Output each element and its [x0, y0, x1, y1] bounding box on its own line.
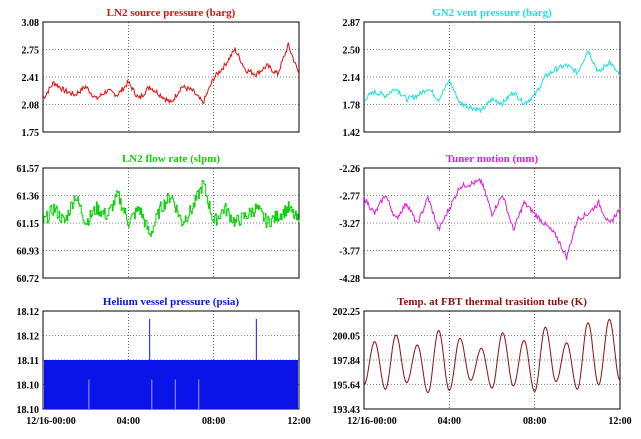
- pressure-band: [44, 360, 298, 409]
- x-tick-label: 12:00: [287, 416, 310, 427]
- plot-frame: [363, 167, 621, 279]
- series-line: [363, 318, 621, 394]
- y-tick-label: 3.08: [22, 18, 40, 29]
- y-tick-label: -2.77: [339, 192, 360, 203]
- chart-title: Temp. at FBT thermal trasition tube (K): [397, 296, 587, 308]
- y-tick-label: 193.43: [333, 405, 361, 416]
- y-tick-label: 18.10: [17, 405, 40, 416]
- series-line: [363, 177, 621, 261]
- y-tick-label: 200.05: [333, 332, 361, 343]
- y-tick-label: 18.11: [17, 356, 39, 367]
- y-tick-label: 1.42: [343, 128, 361, 139]
- y-tick-label: 1.78: [343, 101, 361, 112]
- series-line: [43, 180, 300, 237]
- chart-panel-4: Helium vessel pressure (psia) 18.12 18.12 1…: [17, 296, 311, 427]
- y-tick-label: 18.12: [17, 307, 40, 318]
- y-tick-label: 18.12: [17, 332, 40, 343]
- plot-frame: [363, 310, 621, 410]
- chart-panel-2: LN2 flow rate (slpm) 61.57 61.36 61.15 60.93…: [17, 153, 300, 285]
- series-line: [42, 42, 300, 105]
- y-tick-label: 60.72: [17, 274, 40, 285]
- x-tick-label: 04:00: [438, 416, 461, 427]
- y-tick-label: -3.77: [339, 247, 360, 258]
- chart-title: LN2 flow rate (slpm): [122, 153, 220, 165]
- y-tick-label: 61.36: [17, 192, 40, 203]
- x-tick-label: 04:00: [117, 416, 140, 427]
- y-tick-label: 2.08: [22, 101, 40, 112]
- chart-panel-1: GN2 vent pressure (barg) 2.87 2.50 2.14 1.78…: [343, 7, 621, 139]
- y-tick-label: 1.75: [22, 128, 40, 139]
- chart-title: Tuner motion (mm): [446, 153, 539, 165]
- y-tick-label: 60.93: [17, 247, 40, 258]
- y-tick-label: 2.50: [343, 46, 361, 57]
- x-tick-label: 12:00: [608, 416, 631, 427]
- chart-title: Helium vessel pressure (psia): [103, 296, 240, 308]
- y-tick-label: -3.27: [339, 219, 360, 230]
- y-tick-label: 202.25: [333, 307, 361, 318]
- y-tick-label: 2.87: [343, 18, 361, 29]
- y-tick-label: 2.41: [22, 73, 40, 84]
- y-tick-label: -4.28: [339, 274, 360, 285]
- chart-title: LN2 source pressure (barg): [107, 7, 236, 19]
- chart-panel-5: Temp. at FBT thermal trasition tube (K) 2…: [333, 296, 632, 427]
- plot-frame: [42, 167, 300, 279]
- y-tick-label: 2.75: [22, 46, 40, 57]
- x-tick-label: 08:00: [202, 416, 225, 427]
- y-tick-label: 18.10: [17, 381, 40, 392]
- y-tick-label: 61.15: [17, 219, 40, 230]
- x-tick-label: 12/16-00:00: [347, 416, 396, 427]
- plot-frame: [42, 21, 300, 133]
- y-tick-label: 61.57: [17, 164, 40, 175]
- chart-title: GN2 vent pressure (barg): [432, 7, 552, 19]
- chart-panel-0: LN2 source pressure (barg) 3.08 2.75 2.41 2.…: [22, 7, 300, 139]
- x-tick-label: 12/16-00:00: [26, 416, 75, 427]
- x-tick-label: 08:00: [523, 416, 546, 427]
- plot-frame: [363, 21, 621, 133]
- y-tick-label: 2.14: [343, 73, 361, 84]
- y-tick-label: -2.26: [339, 164, 360, 175]
- chart-panel-3: Tuner motion (mm) -2.26 -2.77 -3.27 -3.77 -4.…: [339, 153, 621, 285]
- y-tick-label: 197.84: [333, 356, 361, 367]
- y-tick-label: 195.64: [333, 381, 361, 392]
- series-line: [363, 49, 621, 113]
